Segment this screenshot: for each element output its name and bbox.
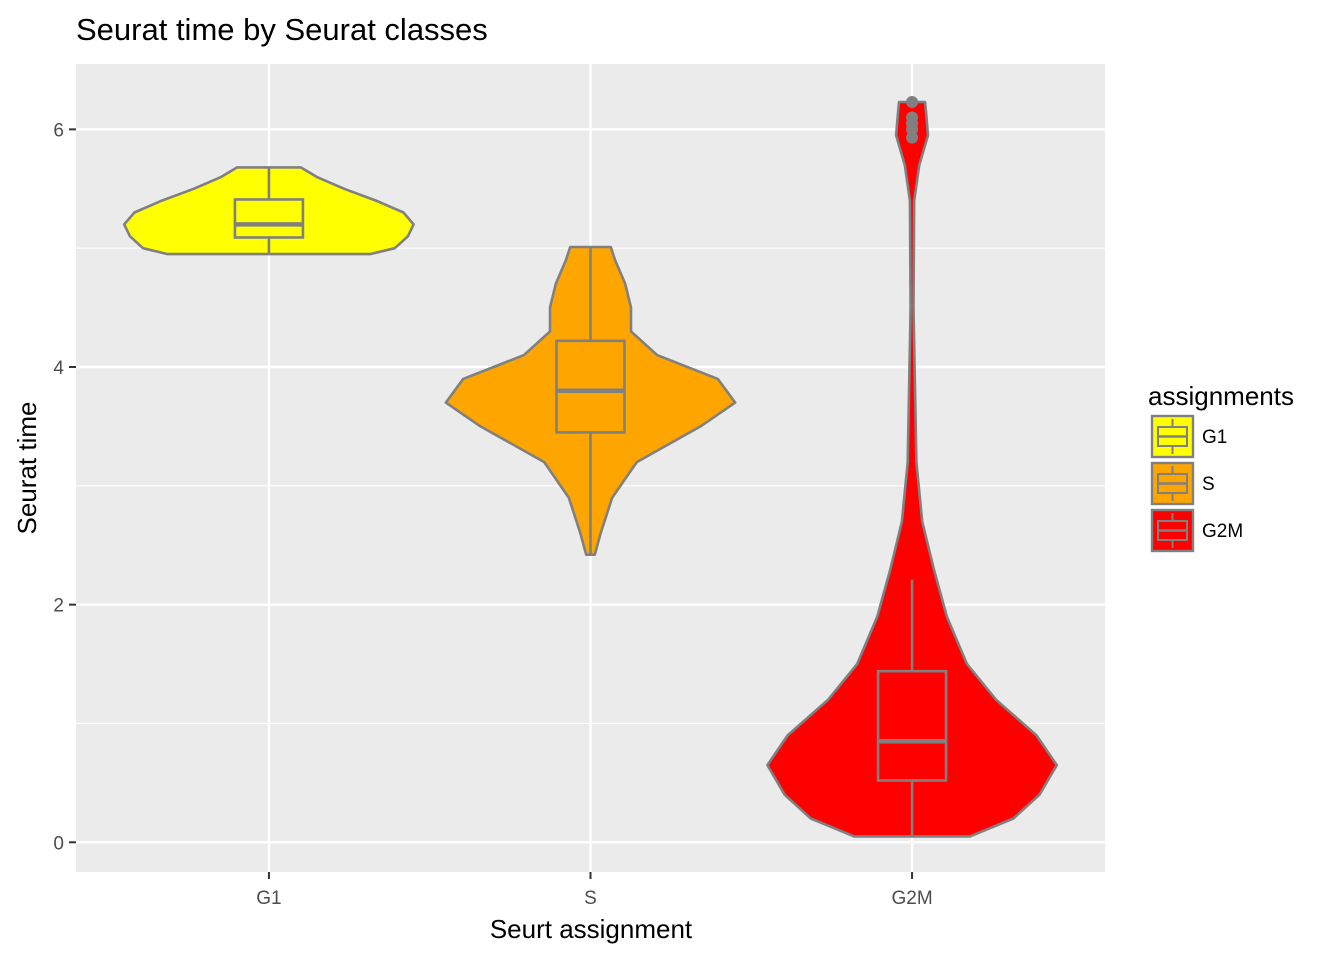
legend-label-S: S [1202,474,1215,495]
x-tick-label: G2M [891,888,932,909]
outlier-point-G2M [906,131,919,144]
box-S [555,339,626,434]
violin-G2M [766,100,1059,838]
outlier-point-G2M [906,123,919,136]
x-tick-label: S [584,888,597,909]
box-G2M [876,669,948,782]
box-G1 [233,198,305,239]
y-axis-title: Seurat time [12,402,42,535]
legend-title: assignments [1148,381,1294,411]
x-tick-label: G1 [256,888,281,909]
y-tick-label: 2 [53,596,64,617]
chart-title: Seurat time by Seurat classes [76,12,488,47]
outlier-point-G2M [906,96,919,109]
legend-label-G1: G1 [1202,427,1227,448]
x-axis-title: Seurt assignment [490,914,693,944]
y-tick-label: 4 [53,358,64,379]
legend-label-G2M: G2M [1202,521,1243,542]
y-tick-label: 6 [53,120,64,141]
y-tick-label: 0 [53,833,64,854]
plot-panel: 0 2 4 6 G1 S G2M [53,64,1105,909]
legend: assignments G1 S G2M [1148,381,1294,553]
